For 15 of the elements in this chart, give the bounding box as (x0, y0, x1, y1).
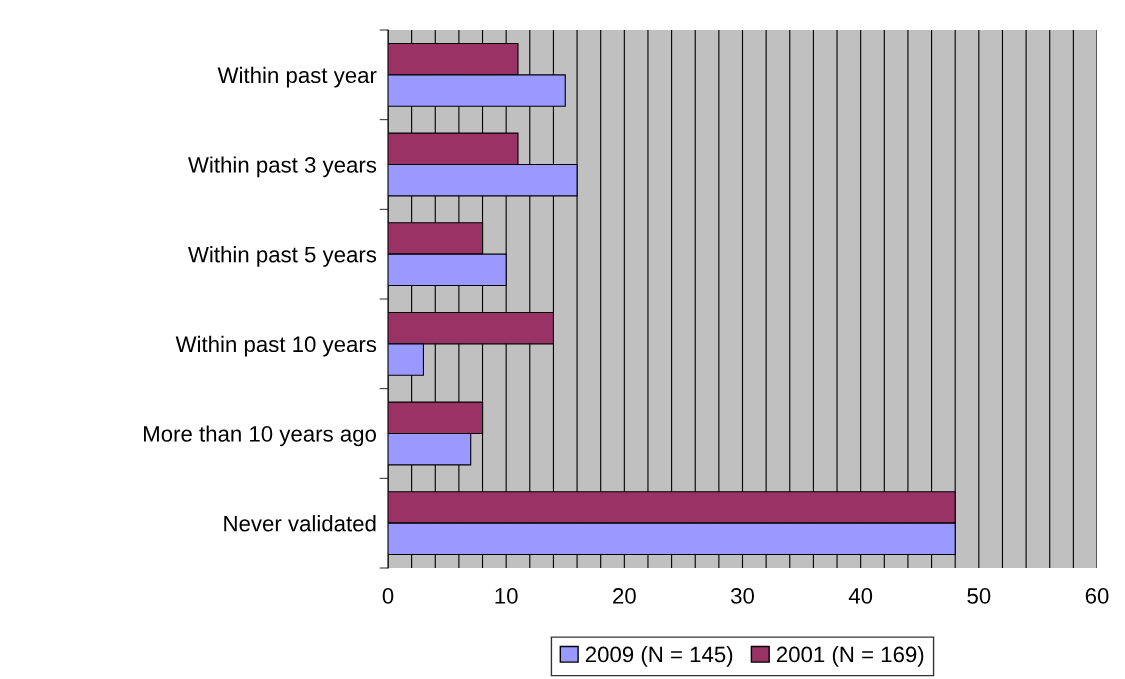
legend-label: 2001 (N = 169) (776, 646, 924, 667)
y-tick-label: More than 10 years ago (144, 425, 376, 447)
y-tick-label: Within past 5 years (188, 246, 377, 267)
x-tick-label: 0 (382, 588, 394, 604)
legend-label: 2009 (N = 145) (585, 646, 733, 667)
x-tick-label: 20 (613, 588, 636, 604)
y-tick-label: Within past 3 years (188, 156, 377, 178)
y-tick-label: Never validated (224, 515, 376, 532)
y-tick-label: Within past 10 years (175, 335, 377, 357)
x-tick-label: 30 (730, 588, 754, 604)
x-tick-label: 60 (1085, 588, 1109, 604)
x-tick-label: 40 (848, 588, 873, 604)
x-tick-label: 50 (967, 588, 991, 604)
x-tick-label: 10 (495, 588, 518, 604)
y-tick-label: Within past year (217, 66, 377, 88)
